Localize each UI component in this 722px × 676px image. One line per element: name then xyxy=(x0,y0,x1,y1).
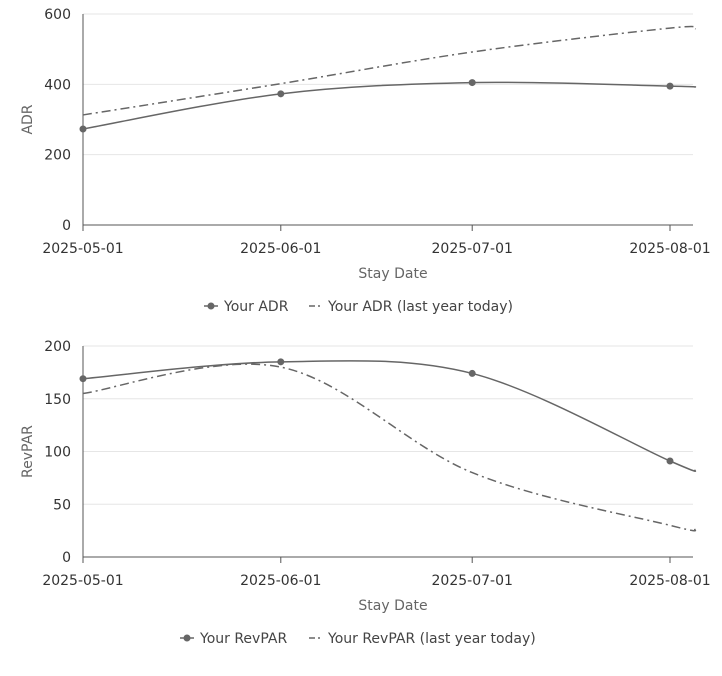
chart1-y-tick-label: 600 xyxy=(44,7,71,23)
chart2-y-axis-title: RevPAR xyxy=(20,425,36,478)
chart2-series-1-point xyxy=(79,375,87,383)
chart1-y-tick-label: 200 xyxy=(44,148,71,164)
chart1-series-1-point xyxy=(666,82,674,90)
chart2-series-1-line xyxy=(82,360,697,472)
chart2-series-2-line xyxy=(82,363,697,532)
chart2-x-tick-label: 2025-08-01 xyxy=(629,573,710,589)
chart2-x-tick-label: 2025-06-01 xyxy=(240,573,321,589)
chart2-y-tick-label: 150 xyxy=(44,392,71,408)
chart1-x-tick-label: 2025-07-01 xyxy=(432,241,513,257)
chart1-legend-marker xyxy=(207,302,215,310)
chart1-x-tick-label: 2025-05-01 xyxy=(42,241,123,257)
chart2-series-1-point xyxy=(277,358,285,366)
chart2-y-tick-label: 100 xyxy=(44,445,71,461)
chart1-legend-label-1: Your ADR xyxy=(223,299,289,315)
chart1-series-1-line xyxy=(82,81,697,130)
chart2-y-tick-label: 0 xyxy=(62,550,71,566)
chart2-legend-marker xyxy=(183,634,191,642)
chart1-legend-label-2: Your ADR (last year today) xyxy=(327,299,513,315)
chart1-series-1-point xyxy=(79,125,87,133)
chart2-x-tick-label: 2025-05-01 xyxy=(42,573,123,589)
chart2-x-tick-label: 2025-07-01 xyxy=(432,573,513,589)
chart1-x-tick-label: 2025-08-01 xyxy=(629,241,710,257)
chart2-y-tick-label: 50 xyxy=(53,497,71,513)
chart1-x-tick-label: 2025-06-01 xyxy=(240,241,321,257)
chart2-legend-label-1: Your RevPAR xyxy=(199,631,287,647)
chart2-y-tick-label: 200 xyxy=(44,339,71,355)
chart1-x-axis-title: Stay Date xyxy=(358,266,427,282)
chart1-series-1-point xyxy=(277,90,285,98)
chart1-y-axis-title: ADR xyxy=(20,104,36,134)
chart2-legend-label-2: Your RevPAR (last year today) xyxy=(327,631,536,647)
chart2-series-1-point xyxy=(666,457,674,465)
chart1-series-2-line xyxy=(82,25,697,116)
chart2-x-axis-title: Stay Date xyxy=(358,598,427,614)
chart1-y-tick-label: 0 xyxy=(62,218,71,234)
chart1-y-tick-label: 400 xyxy=(44,77,71,93)
chart1-series-1-point xyxy=(468,79,476,87)
chart2-series-1-point xyxy=(468,369,476,377)
